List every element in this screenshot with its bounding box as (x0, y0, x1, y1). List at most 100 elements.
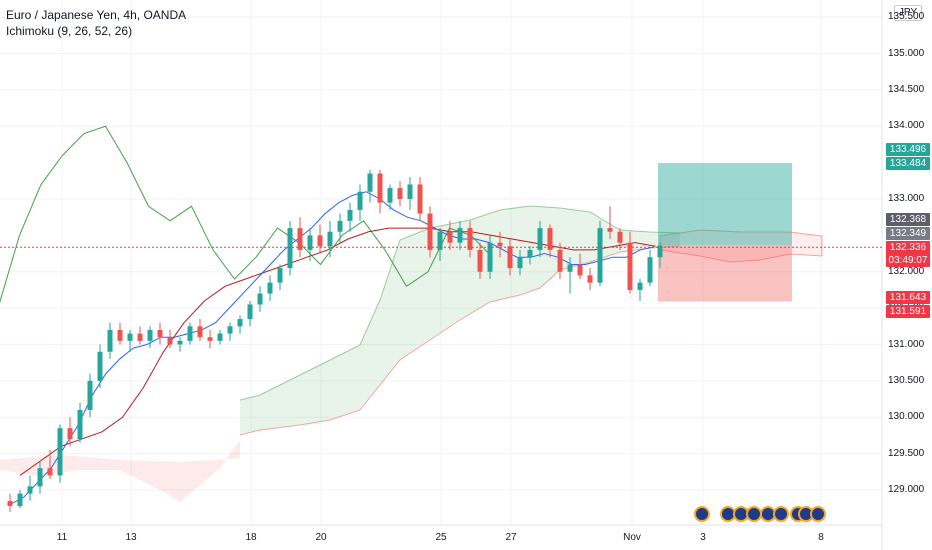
economic-event-icon-inner (762, 508, 774, 520)
bar-countdown: 03:49:07 (888, 255, 928, 266)
price-axis-label: 130.000 (888, 411, 925, 423)
stop-loss-price-tag-a: 131.643 (886, 291, 930, 304)
candle-body (317, 235, 323, 247)
economic-event-icon-inner (800, 508, 812, 520)
candle-body (97, 351, 103, 381)
line-price-tag-a: 132.368 (886, 213, 930, 226)
price-axis-label: 135.000 (888, 47, 925, 59)
candle-body (537, 228, 543, 250)
candle-body (587, 275, 593, 283)
economic-event-icon-inner (722, 508, 734, 520)
price-axis-label: 135.500 (888, 11, 925, 23)
candle-body (417, 184, 423, 214)
chikou-span (0, 125, 493, 304)
currency-button[interactable]: JPY (894, 5, 922, 21)
economic-event-icon-inner (812, 508, 824, 520)
last-price-tag: 132.336 03:49:07 (886, 241, 930, 267)
candle-body (357, 191, 363, 210)
economic-event-icon-inner (775, 508, 787, 520)
candle-body (247, 304, 253, 320)
candle-body (477, 249, 483, 272)
candle-body (87, 380, 93, 410)
price-axis-label: 130.500 (888, 374, 925, 386)
candle-body (567, 264, 573, 272)
candle-body (187, 326, 193, 341)
candle-body (527, 249, 533, 258)
candle-body (177, 340, 183, 345)
candle-body (17, 493, 23, 507)
economic-event-icon-inner (748, 508, 760, 520)
symbol-title[interactable]: Euro / Japanese Yen, 4h, OANDA (6, 8, 187, 22)
candle-body (127, 333, 133, 341)
time-axis-label: 11 (56, 532, 68, 543)
candle-body (197, 326, 203, 338)
time-axis-label: 20 (315, 532, 327, 543)
candle-body (77, 409, 83, 440)
candle-body (607, 228, 613, 232)
candle-body (377, 173, 383, 203)
candle-body (267, 282, 273, 294)
candle-body (447, 231, 453, 243)
candle-body (337, 220, 343, 232)
candle-body (277, 268, 283, 283)
candle-body (407, 184, 413, 199)
candle-body (257, 293, 263, 305)
candle-body (657, 245, 663, 258)
candle-body (297, 228, 303, 250)
entry-target-price-tag: 133.484 (886, 157, 930, 170)
stop-loss-zone (658, 244, 792, 302)
candle-body (167, 337, 173, 345)
candle-body (557, 249, 563, 272)
line-price-tag-b: 132.349 (886, 227, 930, 240)
time-axis-label: 3 (700, 532, 706, 543)
stop-loss-price-tag-b: 131.591 (886, 305, 930, 318)
candle-body (147, 329, 153, 341)
candle-body (347, 209, 353, 221)
economic-event-icon-inner (735, 508, 747, 520)
candle-body (107, 329, 113, 352)
candle-body (287, 228, 293, 269)
price-axis-label: 134.000 (888, 120, 925, 132)
kumo-cloud-bearish (0, 440, 240, 502)
time-axis-label: 18 (245, 532, 257, 543)
time-axis-label: 13 (125, 532, 137, 543)
price-axis-label: 129.500 (888, 447, 925, 459)
candle-body (507, 246, 513, 269)
price-axis-label: 132.000 (888, 265, 925, 277)
candle-body (137, 333, 143, 341)
candle-body (437, 231, 443, 250)
candle-body (637, 282, 643, 290)
candle-body (217, 333, 223, 341)
take-profit-price-tag: 133.496 (886, 143, 930, 156)
candle-body (497, 242, 503, 247)
candle-body (7, 500, 13, 507)
kumo-cloud-future (659, 229, 823, 263)
candle-body (647, 257, 653, 283)
candle-body (37, 468, 43, 487)
candle-body (577, 264, 583, 276)
candle-body (367, 173, 373, 192)
tenkan-sen (9, 191, 655, 505)
candle-body (487, 242, 493, 272)
time-axis-label: 27 (505, 532, 517, 543)
price-axis-label: 134.500 (888, 83, 925, 95)
candle-body (617, 231, 623, 243)
indicator-legend[interactable]: Ichimoku (9, 26, 52, 26) (6, 24, 133, 38)
take-profit-zone (658, 162, 792, 245)
candle-body (67, 428, 73, 440)
price-axis-label: 133.000 (888, 193, 925, 204)
candle-body (57, 428, 63, 476)
candle-body (547, 228, 553, 250)
candle-body (27, 486, 33, 494)
candle-body (117, 329, 123, 341)
candle-body (227, 326, 233, 334)
time-axis-label: 25 (435, 532, 447, 543)
candle-body (207, 337, 213, 341)
candle-body (307, 235, 313, 250)
candle-body (427, 213, 433, 250)
time-axis-label: 8 (818, 532, 824, 543)
candle-body (597, 228, 603, 283)
candle-body (387, 188, 393, 203)
